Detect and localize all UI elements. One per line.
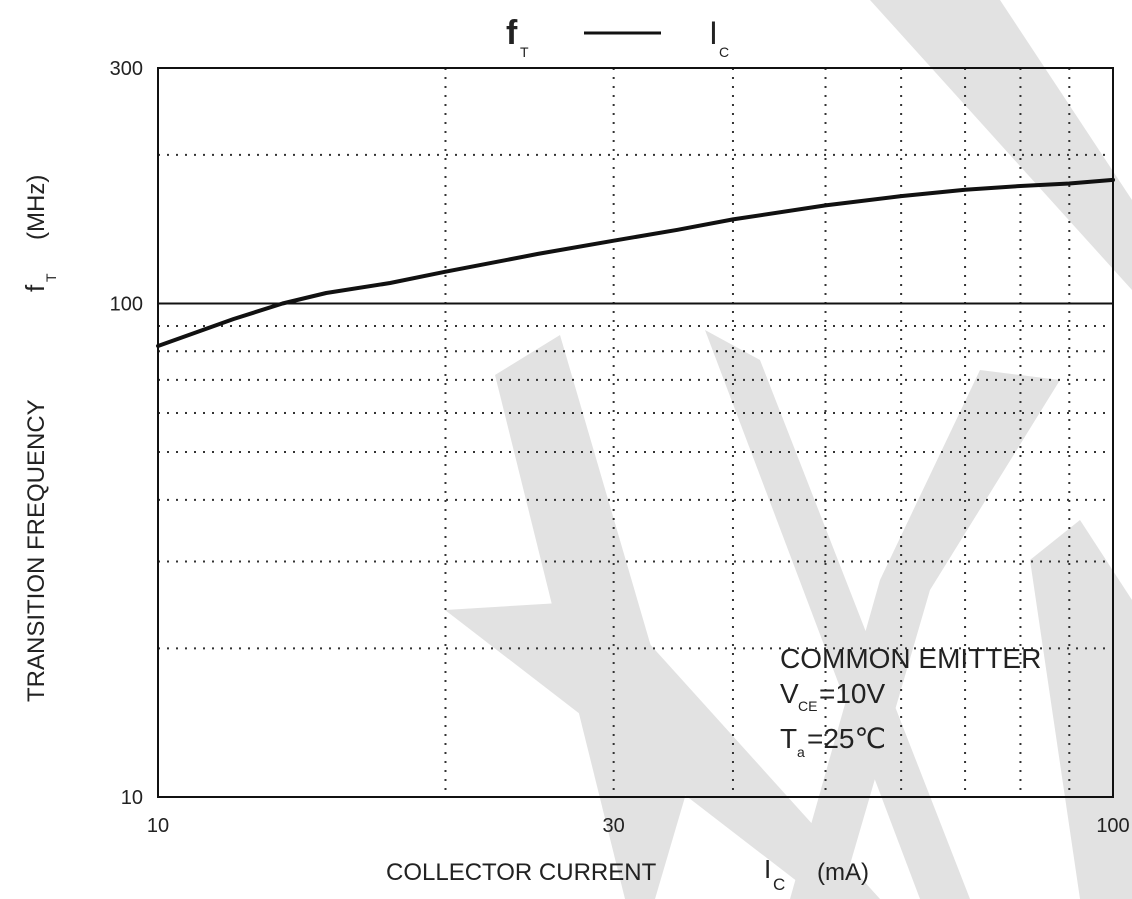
x-axis-label: COLLECTOR CURRENT I C (mA) (386, 854, 869, 894)
x-tick-label: 10 (147, 815, 169, 837)
y-tick-labels: 10 100 300 (110, 58, 143, 809)
watermark-logo (445, 0, 1132, 899)
x-axis-label-unit: (mA) (817, 859, 869, 886)
watermark-stroke-4 (790, 370, 1060, 899)
watermark-stroke-3 (705, 330, 970, 899)
y-tick-label: 100 (110, 293, 143, 315)
title-versus-symbol: I (709, 15, 718, 51)
x-axis-label-text: COLLECTOR CURRENT (386, 859, 657, 886)
y-axis-label-symbol: f (20, 284, 50, 292)
x-tick-label: 100 (1096, 815, 1129, 837)
series-line (156, 177, 1115, 348)
title-symbol-subscript: T (520, 44, 529, 60)
x-axis-label-symbol: I (764, 854, 771, 884)
condition-ta-subscript: a (797, 744, 805, 760)
watermark-stroke-6 (1030, 520, 1132, 899)
condition-ta-symbol: T (780, 723, 797, 754)
y-tick-label: 300 (110, 58, 143, 80)
y-axis-label-text: TRANSITION FREQUENCY (23, 399, 50, 702)
y-axis-label-unit: (MHz) (23, 175, 50, 240)
y-axis-label: TRANSITION FREQUENCY f T (MHz) (20, 175, 59, 702)
y-axis-label-symbol-subscript: T (43, 273, 59, 282)
condition-title: COMMON EMITTER (780, 643, 1041, 674)
watermark-stroke-2 (445, 600, 880, 899)
x-tick-labels: 10 30 100 (147, 815, 1130, 837)
title-symbol: f (506, 14, 518, 52)
condition-vce-subscript: CE (798, 698, 817, 714)
chart-title: f T I C (506, 14, 729, 60)
x-tick-label: 30 (603, 815, 625, 837)
plot-frame (157, 67, 1114, 798)
y-tick-label: 10 (121, 787, 143, 809)
title-versus-subscript: C (719, 44, 729, 60)
grid (158, 68, 1113, 797)
conditions-annotation: COMMON EMITTER V CE =10V T a =25℃ (780, 643, 1041, 760)
condition-vce-value: =10V (819, 678, 885, 709)
x-axis-label-symbol-subscript: C (773, 875, 785, 894)
watermark-stroke-5 (870, 0, 1132, 290)
condition-vce-symbol: V (780, 678, 799, 709)
condition-ta-value: =25℃ (807, 723, 886, 754)
